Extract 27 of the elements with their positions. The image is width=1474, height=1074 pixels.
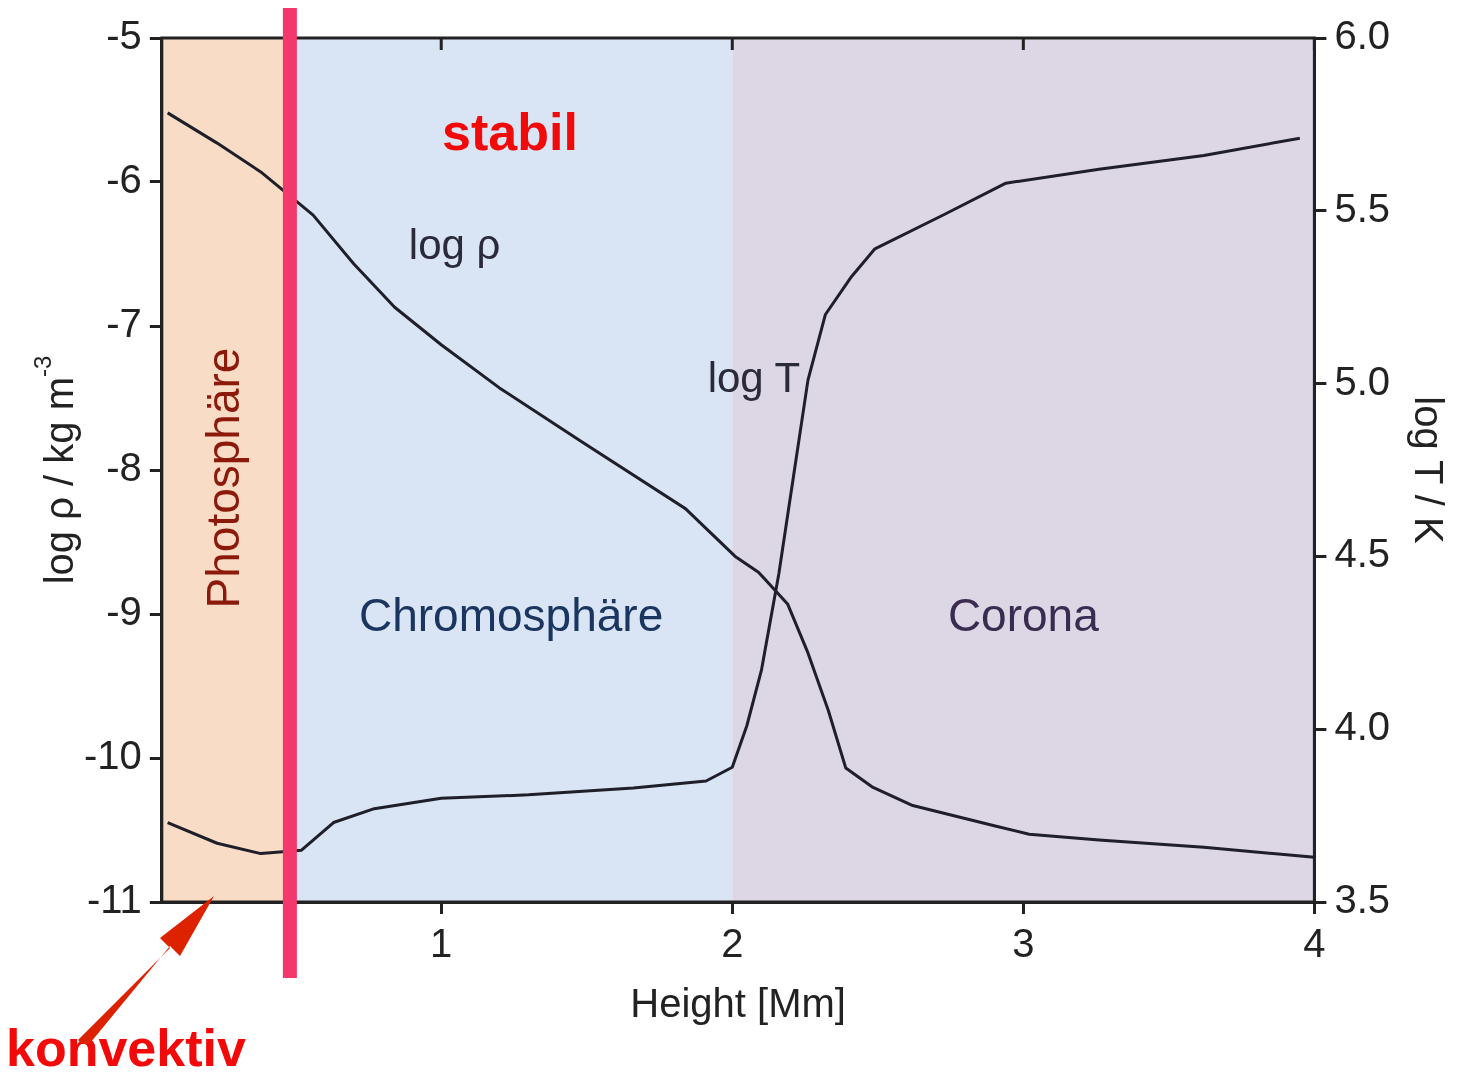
x-tick-label: 4 <box>1303 921 1326 966</box>
y-tick-label: -10 <box>84 733 142 778</box>
y-tick-label: -11 <box>86 877 142 922</box>
series-label: log T <box>707 353 801 401</box>
y2-tick-label: 3.5 <box>1334 877 1390 922</box>
y2-axis-title: log T / K <box>1406 396 1451 545</box>
y-tick-label: -8 <box>106 445 142 490</box>
series-label: log ρ <box>408 220 501 268</box>
band-label: Corona <box>947 588 1100 641</box>
text: konvektiv <box>6 1019 246 1074</box>
band-label: Chromosphäre <box>358 588 664 641</box>
y2-tick-label: 6.0 <box>1334 13 1390 58</box>
y-tick-label: -5 <box>106 13 142 58</box>
y2-tick-label: 5.0 <box>1334 358 1390 403</box>
band-label: Photosphäre <box>196 347 249 609</box>
y-tick-label: -9 <box>106 589 142 634</box>
x-tick-label: 1 <box>430 921 453 966</box>
annotation: stabil <box>442 103 578 161</box>
y2-tick-label: 4.5 <box>1334 531 1390 576</box>
y2-tick-label: 5.5 <box>1334 185 1390 230</box>
x-tick-label: 3 <box>1012 921 1035 966</box>
y2-tick-label: 4.0 <box>1334 704 1390 749</box>
y-tick-label: -6 <box>106 157 142 202</box>
y-tick-label: -7 <box>106 301 142 346</box>
x-tick-label: 2 <box>721 921 744 966</box>
y-axis-title: log ρ / kg m-3 <box>28 355 82 585</box>
x-axis-title: Height [Mm] <box>630 981 846 1026</box>
